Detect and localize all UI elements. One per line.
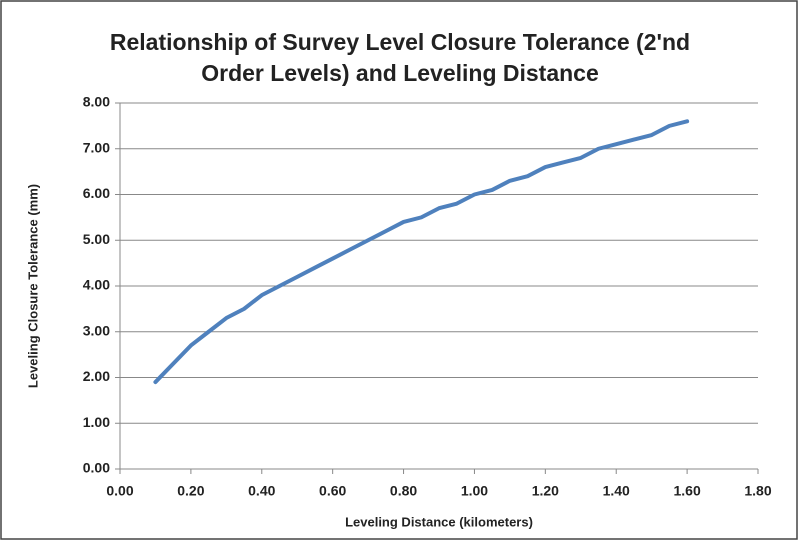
x-tick-label: 1.20 <box>532 483 559 499</box>
y-tick-label: 6.00 <box>83 185 110 201</box>
x-tick-label: 0.60 <box>319 483 346 499</box>
y-tick-label: 8.00 <box>83 94 110 110</box>
x-tick-label: 1.60 <box>673 483 700 499</box>
x-tick-label: 0.80 <box>390 483 417 499</box>
y-tick-label: 3.00 <box>83 322 110 338</box>
y-tick-label: 4.00 <box>83 277 110 293</box>
y-tick-label: 5.00 <box>83 231 110 247</box>
y-tick-label: 1.00 <box>83 414 110 430</box>
y-tick-label: 7.00 <box>83 139 110 155</box>
x-tick-label: 1.80 <box>744 483 771 499</box>
data-line <box>153 119 690 385</box>
y-axis-label: Leveling Closure Tolerance (mm) <box>25 184 40 388</box>
chart-title: Relationship of Survey Level Closure Tol… <box>110 29 690 55</box>
y-tick-label: 2.00 <box>83 368 110 384</box>
x-tick-label: 1.00 <box>461 483 488 499</box>
x-tick-label: 1.40 <box>603 483 630 499</box>
chart-title: Order Levels) and Leveling Distance <box>201 60 599 86</box>
y-tick-label: 0.00 <box>83 460 110 476</box>
x-tick-label: 0.40 <box>248 483 275 499</box>
x-axis-label: Leveling Distance (kilometers) <box>345 514 533 529</box>
x-tick-label: 0.00 <box>106 483 133 499</box>
x-tick-label: 0.20 <box>177 483 204 499</box>
